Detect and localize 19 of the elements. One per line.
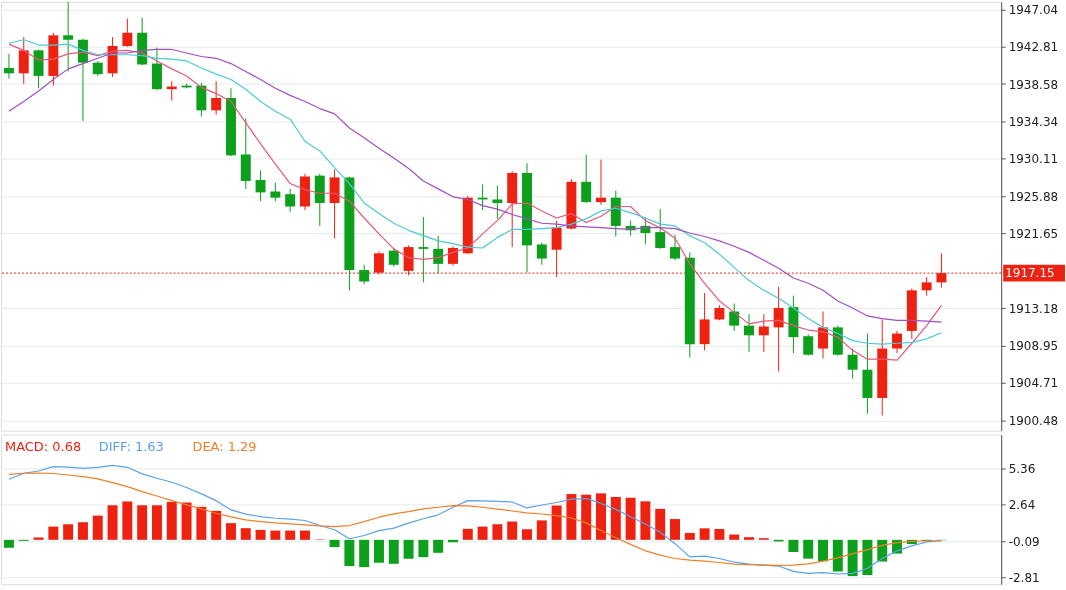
y-tick-label: 2.64 [1008, 498, 1036, 513]
y-tick-label: 1938.58 [1008, 77, 1059, 92]
y-tick-label: 1930.11 [1008, 152, 1059, 167]
y-tick-label: 1934.34 [1008, 114, 1059, 129]
y-tick-label: 1900.48 [1008, 413, 1059, 428]
y-tick-label: 1947.04 [1008, 2, 1059, 17]
text: MACD: 0.68 [4, 438, 82, 454]
y-tick-label: 1925.88 [1008, 189, 1059, 204]
text: DEA: 1.29 [192, 438, 257, 454]
y-tick-label: 1942.81 [1008, 40, 1059, 55]
y-tick-label: 1913.18 [1008, 301, 1059, 316]
y-tick-label: 1921.65 [1008, 226, 1059, 241]
series-label: DIFF: 1.63 [98, 438, 164, 454]
ref-line-label: 1917.15 [1005, 266, 1055, 281]
y-tick-label: -0.09 [1008, 534, 1040, 549]
y-tick-label: 1908.95 [1008, 338, 1059, 353]
y-tick-label: 5.36 [1008, 462, 1036, 477]
y-tick-label: 1904.71 [1008, 376, 1059, 391]
y-tick-label: -2.81 [1008, 570, 1040, 585]
